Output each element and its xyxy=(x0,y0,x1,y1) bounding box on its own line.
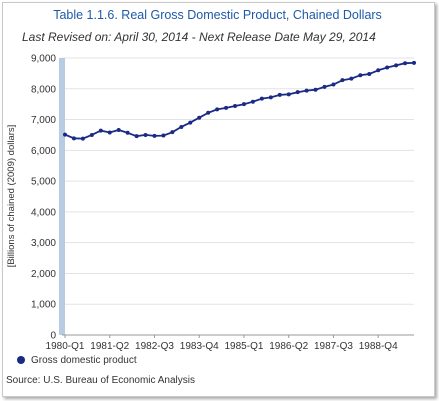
data-point xyxy=(394,63,399,68)
x-tick-label: 1985-Q1 xyxy=(225,341,264,352)
y-tick-label: 5,000 xyxy=(31,177,56,188)
legend: Gross domestic product xyxy=(17,355,137,366)
data-point xyxy=(295,90,300,95)
data-point xyxy=(412,60,416,65)
data-point xyxy=(268,95,273,100)
data-point xyxy=(224,105,229,110)
x-tick-label: 1987-Q3 xyxy=(314,341,353,352)
data-point xyxy=(80,136,85,141)
data-point xyxy=(197,115,202,120)
data-point xyxy=(331,82,336,87)
y-tick-label: 0 xyxy=(50,331,56,342)
data-point xyxy=(107,130,112,135)
y-tick-label: 9,000 xyxy=(31,54,56,65)
chart-title: Table 1.1.6. Real Gross Domestic Product… xyxy=(53,8,382,22)
data-point xyxy=(71,136,76,141)
data-point xyxy=(358,73,363,78)
data-point xyxy=(179,124,184,129)
data-point xyxy=(215,107,220,112)
chart-frame xyxy=(2,2,435,397)
source-note: Source: U.S. Bureau of Economic Analysis xyxy=(6,375,195,386)
data-point xyxy=(322,84,327,89)
data-point xyxy=(161,133,166,138)
y-tick-label: 2,000 xyxy=(31,269,56,280)
data-point xyxy=(233,104,238,109)
data-point xyxy=(349,76,354,81)
y-axis-band xyxy=(59,58,65,335)
x-tick-label: 1981-Q2 xyxy=(90,341,129,352)
data-point xyxy=(376,68,381,73)
data-point xyxy=(286,92,291,97)
y-tick-label: 1,000 xyxy=(31,300,56,311)
y-tick-label: 4,000 xyxy=(31,207,56,218)
y-tick-label: 6,000 xyxy=(31,146,56,157)
data-point xyxy=(89,132,94,137)
data-point xyxy=(188,120,193,125)
data-point xyxy=(304,88,309,93)
legend-label: Gross domestic product xyxy=(31,355,137,366)
y-tick-label: 8,000 xyxy=(31,84,56,95)
data-point xyxy=(63,132,67,137)
y-tick-label: 7,000 xyxy=(31,115,56,126)
chart-subtitle: Last Revised on: April 30, 2014 - Next R… xyxy=(22,30,376,44)
data-point xyxy=(313,87,318,92)
x-tick-label: 1983-Q4 xyxy=(180,341,219,352)
data-point xyxy=(206,110,211,115)
data-point xyxy=(125,130,130,135)
data-point xyxy=(116,128,121,133)
y-axis-label: [Billions of chained (2009) dollars] xyxy=(6,125,17,268)
data-point xyxy=(143,132,148,137)
x-tick-label: 1988-Q4 xyxy=(359,341,398,352)
data-point xyxy=(385,65,390,70)
series-line xyxy=(64,62,415,140)
data-point xyxy=(340,78,345,83)
data-point xyxy=(134,134,139,139)
data-point xyxy=(259,96,264,101)
data-point xyxy=(170,130,175,135)
data-point xyxy=(98,128,103,133)
data-point xyxy=(277,92,282,97)
data-point xyxy=(250,99,255,104)
y-tick-label: 3,000 xyxy=(31,238,56,249)
legend-marker-icon xyxy=(17,356,25,364)
data-point xyxy=(367,72,372,77)
x-tick-label: 1980-Q1 xyxy=(46,341,85,352)
x-tick-label: 1986-Q2 xyxy=(269,341,308,352)
data-point xyxy=(152,133,157,138)
data-point xyxy=(241,102,246,107)
x-tick-label: 1982-Q3 xyxy=(135,341,174,352)
data-point xyxy=(403,61,408,66)
